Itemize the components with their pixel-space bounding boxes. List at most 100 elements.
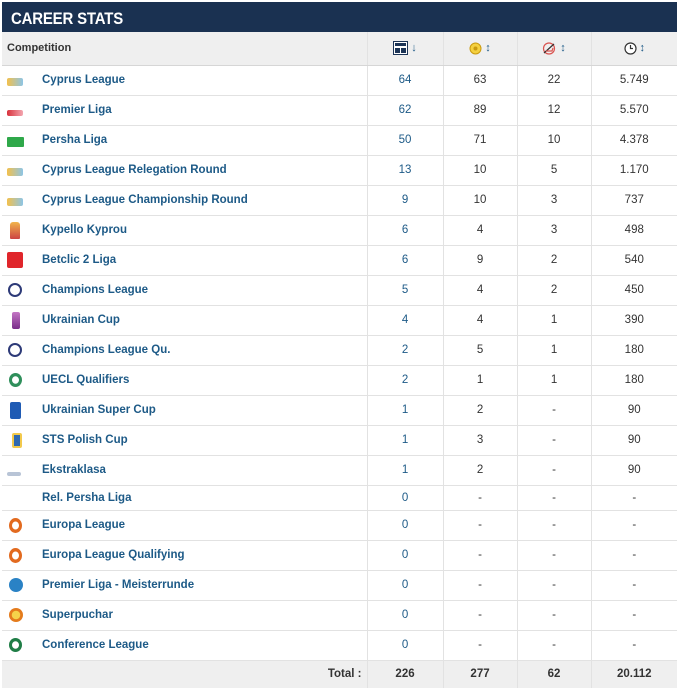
minutes-cell: 498	[590, 215, 678, 246]
appearances-cell[interactable]: 1	[366, 425, 444, 456]
goals-cell: 2	[442, 395, 518, 426]
competition-link[interactable]: UECL Qualifiers	[42, 365, 368, 396]
assists-cell: -	[516, 485, 592, 511]
table-row: Premier Liga 62 89 12 5.570	[2, 95, 678, 126]
competition-logo-cell	[2, 95, 42, 126]
total-minutes: 20.112	[590, 660, 678, 688]
competition-link[interactable]: Ekstraklasa	[42, 455, 368, 486]
competition-logo-cell	[2, 570, 42, 601]
table-row: UECL Qualifiers 2 1 1 180	[2, 365, 678, 396]
minutes-cell: 5.749	[590, 65, 678, 96]
appearances-cell[interactable]: 2	[366, 335, 444, 366]
sort-icon: ↕	[639, 42, 646, 55]
table-row: Rel. Persha Liga 0- - -	[2, 485, 678, 511]
competition-link[interactable]: Rel. Persha Liga	[42, 485, 368, 511]
cyprus-league-logo	[7, 168, 23, 176]
superpuchar-logo	[9, 608, 23, 622]
appearances-cell[interactable]: 1	[366, 455, 444, 486]
competition-logo-cell	[2, 155, 42, 186]
total-appearances: 226	[366, 660, 444, 688]
appearances-cell[interactable]: 6	[366, 245, 444, 276]
appearances-cell[interactable]: 13	[366, 155, 444, 186]
table-row: Cyprus League Relegation Round 13 10 5 1.170	[2, 155, 678, 186]
assists-header[interactable]: ↕	[516, 32, 592, 66]
appearances-cell[interactable]: 0	[366, 510, 444, 541]
appearances-cell[interactable]: 2	[366, 365, 444, 396]
goals-cell: 9	[442, 245, 518, 276]
ekstraklasa-logo	[7, 471, 21, 476]
appearances-cell[interactable]: 0	[366, 485, 444, 511]
minutes-cell: 180	[590, 335, 678, 366]
competition-link[interactable]: Superpuchar	[42, 600, 368, 631]
table-row: Conference League 0- - -	[2, 630, 678, 661]
appearances-cell[interactable]: 0	[366, 540, 444, 571]
competition-link[interactable]: Europa League	[42, 510, 368, 541]
sort-desc-icon: ↓	[411, 42, 417, 55]
meisterrunde-logo	[9, 578, 23, 592]
minutes-header[interactable]: ↕	[590, 32, 678, 66]
table-header-row: Competition ↓ ↕ ↕	[2, 32, 678, 66]
appearances-cell[interactable]: 64	[366, 65, 444, 96]
competition-link[interactable]: Kypello Kyprou	[42, 215, 368, 246]
table-row: Ukrainian Super Cup 1 2-90	[2, 395, 678, 426]
competition-logo-cell	[2, 125, 42, 156]
competition-link[interactable]: Premier Liga	[42, 95, 368, 126]
competition-link[interactable]: Cyprus League Relegation Round	[42, 155, 368, 186]
competition-link[interactable]: Premier Liga - Meisterrunde	[42, 570, 368, 601]
assists-cell: -	[516, 570, 592, 601]
assists-cell: 3	[516, 185, 592, 216]
competition-logo-cell	[2, 335, 42, 366]
minutes-cell: -	[590, 540, 678, 571]
competition-logo-cell	[2, 185, 42, 216]
assists-cell: -	[516, 600, 592, 631]
competition-link[interactable]: Cyprus League	[42, 65, 368, 96]
conference-league-logo	[9, 638, 22, 652]
competition-link[interactable]: Champions League Qu.	[42, 335, 368, 366]
assists-cell: -	[516, 510, 592, 541]
competition-link[interactable]: Europa League Qualifying	[42, 540, 368, 571]
competition-logo-cell	[2, 215, 42, 246]
assists-cell: -	[516, 630, 592, 661]
competition-link[interactable]: Champions League	[42, 275, 368, 306]
minutes-cell: 540	[590, 245, 678, 276]
table-row: Ekstraklasa 1 2-90	[2, 455, 678, 486]
competition-logo-cell	[2, 455, 42, 486]
appearances-cell[interactable]: 1	[366, 395, 444, 426]
kypello-kyprou-logo	[10, 221, 20, 239]
lineup-icon	[393, 41, 409, 56]
goals-cell: 10	[442, 185, 518, 216]
minutes-cell: -	[590, 510, 678, 541]
minutes-cell: 450	[590, 275, 678, 306]
appearances-cell[interactable]: 6	[366, 215, 444, 246]
competition-link[interactable]: Conference League	[42, 630, 368, 661]
competition-link[interactable]: Betclic 2 Liga	[42, 245, 368, 276]
goals-cell: 3	[442, 425, 518, 456]
competition-link[interactable]: Persha Liga	[42, 125, 368, 156]
appearances-cell[interactable]: 0	[366, 570, 444, 601]
ball-icon	[469, 42, 482, 55]
sort-icon: ↕	[560, 42, 566, 55]
betclic-2-liga-logo	[7, 252, 23, 268]
cyprus-league-logo	[7, 198, 23, 206]
competition-logo-cell	[2, 305, 42, 336]
appearances-cell[interactable]: 62	[366, 95, 444, 126]
appearances-cell[interactable]: 0	[366, 630, 444, 661]
goals-cell: 71	[442, 125, 518, 156]
appearances-cell[interactable]: 9	[366, 185, 444, 216]
competition-link[interactable]: Cyprus League Championship Round	[42, 185, 368, 216]
competition-link[interactable]: STS Polish Cup	[42, 425, 368, 456]
appearances-cell[interactable]: 50	[366, 125, 444, 156]
appearances-cell[interactable]: 4	[366, 305, 444, 336]
appearances-cell[interactable]: 0	[366, 600, 444, 631]
goals-header[interactable]: ↕	[442, 32, 518, 66]
minutes-cell: 1.170	[590, 155, 678, 186]
competition-link[interactable]: Ukrainian Cup	[42, 305, 368, 336]
minutes-cell: -	[590, 600, 678, 631]
sts-polish-cup-logo	[12, 432, 22, 448]
appearances-cell[interactable]: 5	[366, 275, 444, 306]
table-row: Cyprus League 64 63 22 5.749	[2, 65, 678, 96]
appearances-header[interactable]: ↓	[366, 32, 444, 66]
table-row: Persha Liga 50 71 10 4.378	[2, 125, 678, 156]
minutes-cell: 4.378	[590, 125, 678, 156]
competition-link[interactable]: Ukrainian Super Cup	[42, 395, 368, 426]
